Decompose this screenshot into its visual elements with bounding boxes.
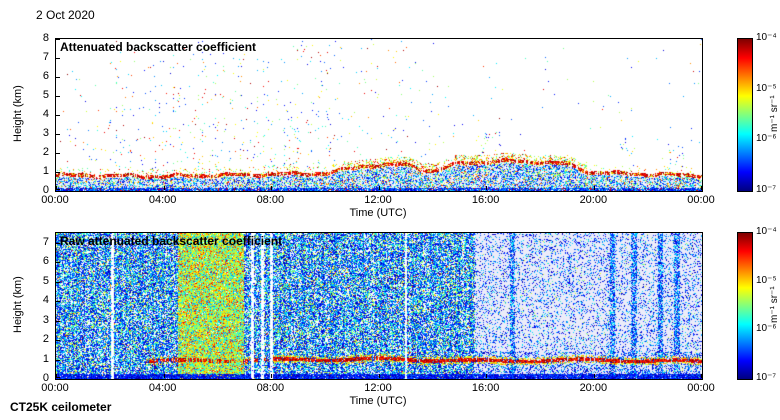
colorbar-tick-label: 10⁻⁷ [756, 184, 777, 195]
x-tick-label: 04:00 [148, 382, 177, 394]
attenuated-backscatter-heatmap [56, 39, 702, 191]
y-tick-label: 6 [42, 255, 49, 268]
y-tick-mark [56, 172, 60, 173]
y-tick-label: 2 [42, 146, 49, 158]
colorbar-unit-label-bottom: m⁻¹ sr⁻¹ [769, 286, 780, 324]
y-tick-mark [56, 377, 60, 378]
y-axis-label-bottom: Height (km) [12, 276, 24, 334]
y-tick-mark [56, 153, 60, 154]
y-tick-mark [56, 321, 60, 322]
y-tick-label: 1 [42, 352, 49, 365]
y-tick-mark [56, 134, 60, 135]
y-tick-label: 7 [42, 51, 49, 63]
y-tick-label: 1 [42, 165, 49, 177]
instrument-label: CT25K ceilometer [10, 400, 112, 414]
y-tick-label: 4 [42, 108, 49, 120]
y-tick-mark [56, 282, 60, 283]
panel-title-top: Attenuated backscatter coefficient [60, 40, 257, 54]
x-tick-label: 16:00 [471, 194, 500, 206]
x-tick-label: 08:00 [256, 382, 285, 394]
x-tick-mark [56, 374, 57, 378]
x-tick-mark [379, 186, 380, 190]
x-tick-label: 12:00 [364, 382, 392, 394]
colorbar-unit-label-top: m⁻¹ sr⁻¹ [769, 95, 780, 133]
colorbar-top [737, 38, 753, 192]
x-tick-label: 20:00 [579, 194, 608, 206]
x-tick-mark [594, 374, 595, 378]
x-axis-label-top: Time (UTC) [349, 207, 407, 219]
raw-backscatter-heatmap [56, 233, 702, 379]
colorbar-tick-label: 10⁻⁴ [756, 226, 777, 237]
y-tick-label: 4 [42, 294, 49, 307]
y-tick-mark [56, 96, 60, 97]
x-tick-label: 20:00 [579, 382, 608, 394]
colorbar-tick-label: 10⁻⁵ [756, 82, 777, 94]
x-tick-mark [164, 374, 165, 378]
x-tick-mark [486, 186, 487, 190]
y-tick-label: 5 [42, 274, 49, 287]
panel-raw-backscatter: Raw attenuated backscatter coefficient [55, 232, 703, 380]
y-tick-mark [56, 243, 60, 244]
y-axis-label-top: Height (km) [12, 85, 24, 143]
x-tick-mark [271, 186, 272, 190]
x-tick-label: 12:00 [364, 194, 392, 206]
y-tick-mark [56, 262, 60, 263]
colorbar-tick-label: 10⁻⁶ [756, 133, 777, 145]
y-tick-label: 3 [42, 127, 49, 139]
x-tick-mark [379, 374, 380, 378]
y-tick-mark [56, 58, 60, 59]
x-tick-mark [56, 186, 57, 190]
date-label: 2 Oct 2020 [36, 8, 95, 22]
x-tick-label: 16:00 [471, 382, 500, 394]
y-tick-label: 6 [42, 70, 49, 82]
x-tick-label: 00:00 [687, 194, 715, 206]
y-tick-label: 2 [42, 333, 49, 346]
x-tick-mark [164, 186, 165, 190]
panel-title-bottom: Raw attenuated backscatter coefficient [60, 234, 283, 248]
y-tick-label: 0 [42, 184, 49, 196]
y-tick-mark [56, 360, 60, 361]
panel-attenuated-backscatter: Attenuated backscatter coefficient [55, 38, 703, 192]
x-axis-label-bottom: Time (UTC) [349, 395, 407, 407]
y-tick-label: 7 [42, 235, 49, 248]
y-tick-mark [56, 77, 60, 78]
x-tick-label: 00:00 [41, 382, 69, 394]
y-tick-mark [56, 115, 60, 116]
colorbar-tick-label: 10⁻⁵ [756, 274, 777, 286]
x-tick-label: 00:00 [41, 194, 69, 206]
x-tick-mark [271, 374, 272, 378]
y-tick-mark [56, 39, 60, 40]
x-tick-label: 00:00 [687, 382, 715, 394]
y-tick-mark [56, 340, 60, 341]
colorbar-tick-label: 10⁻⁷ [756, 372, 777, 383]
y-tick-mark [56, 189, 60, 190]
colorbar-bottom [737, 232, 753, 380]
y-tick-label: 0 [42, 372, 49, 384]
x-tick-label: 08:00 [256, 194, 285, 206]
colorbar-tick-label: 10⁻⁴ [756, 32, 777, 43]
x-tick-mark [701, 186, 702, 190]
x-tick-mark [594, 186, 595, 190]
y-tick-label: 8 [42, 32, 49, 44]
y-tick-label: 5 [42, 89, 49, 101]
y-tick-mark [56, 301, 60, 302]
colorbar-tick-label: 10⁻⁶ [756, 323, 777, 335]
y-tick-label: 3 [42, 313, 49, 326]
x-tick-mark [701, 374, 702, 378]
x-tick-label: 04:00 [148, 194, 177, 206]
x-tick-mark [486, 374, 487, 378]
